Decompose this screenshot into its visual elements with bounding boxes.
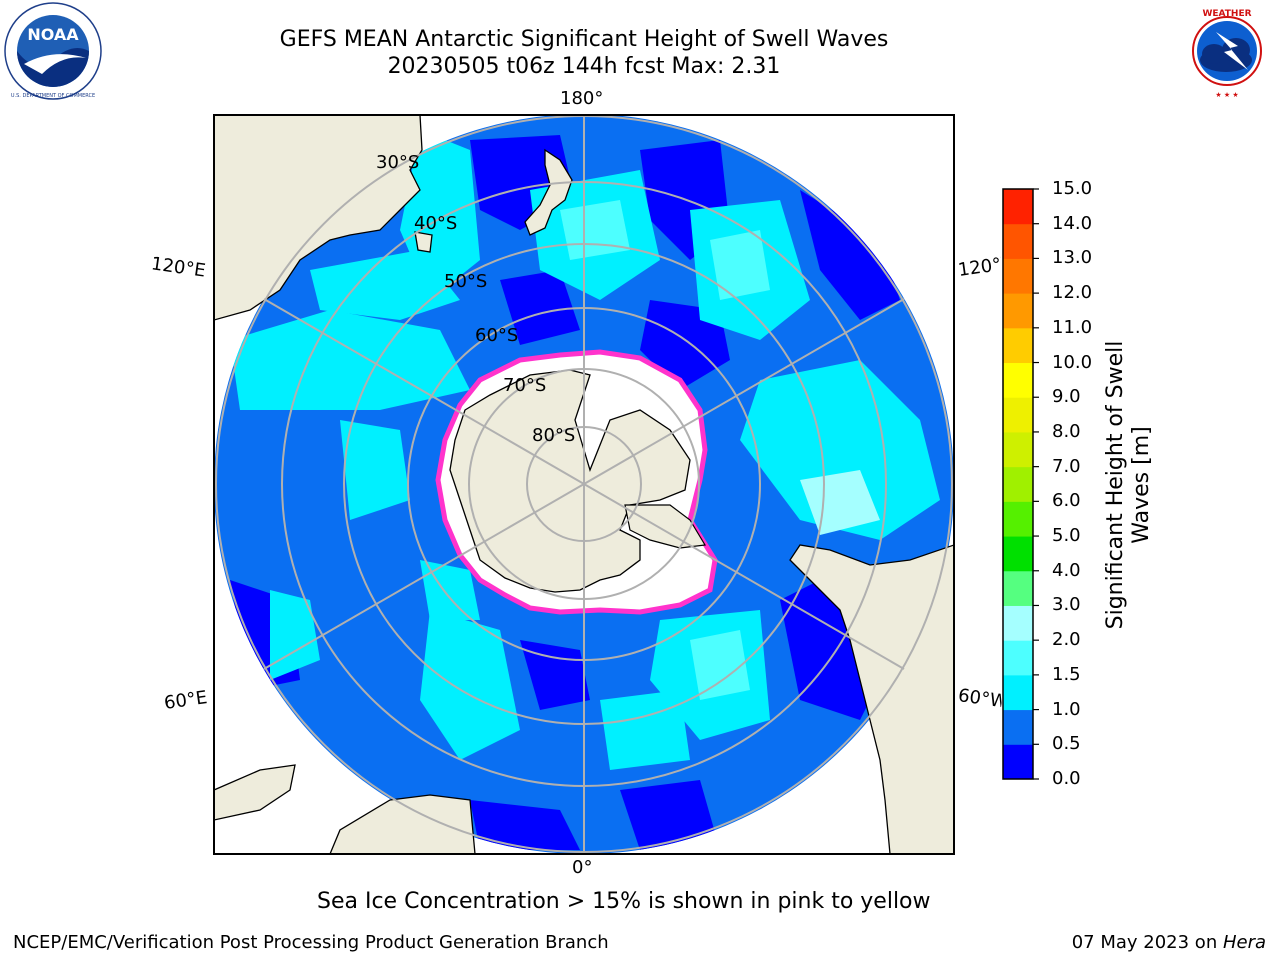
- lat-label-80s: 80°S: [532, 425, 575, 446]
- colorbar-tick-label: 2.0: [1052, 629, 1081, 651]
- colorbar-tick-label: 13.0: [1052, 247, 1093, 269]
- colorbar-tick-label: 10.0: [1052, 351, 1093, 373]
- svg-text:★ ★ ★: ★ ★ ★: [1215, 91, 1238, 99]
- footer-date: 07 May 2023 on Hera: [1071, 932, 1266, 953]
- lat-label-40s: 40°S: [414, 213, 457, 234]
- colorbar-tick-label: 6.0: [1052, 490, 1081, 512]
- lon-label-0: 0°: [572, 857, 593, 878]
- colorbar-tick-label: 12.0: [1052, 282, 1093, 304]
- land-masses: [214, 115, 954, 854]
- svg-text:WEATHER: WEATHER: [1202, 9, 1251, 19]
- colorbar-tick-label: 0.0: [1052, 768, 1081, 789]
- colorbar-tick-label: 0.5: [1052, 733, 1081, 755]
- chart-title: GEFS MEAN Antarctic Significant Height o…: [279, 27, 889, 52]
- colorbar-label: Significant Height of Swell Waves [m]: [1103, 340, 1154, 630]
- graticule: [215, 115, 953, 854]
- colorbar-tick-label: 14.0: [1052, 212, 1093, 234]
- colorbar-tick-label: 4.0: [1052, 559, 1081, 581]
- noaa-logo: NOAA U.S. DEPARTMENT OF COMMERCE: [4, 2, 102, 100]
- map-frame: [213, 114, 955, 855]
- lat-label-70s: 70°S: [503, 375, 546, 396]
- colorbar-tick-label: 9.0: [1052, 386, 1081, 408]
- colorbar-tick-label: 7.0: [1052, 455, 1081, 477]
- colorbar-tick-label: 15.0: [1052, 178, 1093, 199]
- colorbar-tick-label: 1.5: [1052, 663, 1081, 685]
- colorbar-tick-label: 3.0: [1052, 594, 1081, 616]
- lat-label-60s: 60°S: [475, 325, 518, 346]
- colorbar-tick-label: 5.0: [1052, 525, 1081, 547]
- sea-ice-note: Sea Ice Concentration > 15% is shown in …: [317, 889, 931, 914]
- lat-label-30s: 30°S: [376, 152, 419, 173]
- noaa-logo-text: NOAA: [27, 25, 79, 44]
- latitude-labels: 30°S 40°S 50°S 60°S 70°S 80°S: [376, 152, 575, 446]
- footer-credit: NCEP/EMC/Verification Post Processing Pr…: [13, 932, 609, 953]
- chart-subtitle: 20230505 t06z 144h fcst Max: 2.31: [387, 54, 781, 79]
- antarctica: [435, 349, 718, 615]
- nws-logo: WEATHER ★ ★ ★: [1179, 3, 1275, 99]
- svg-text:U.S. DEPARTMENT OF COMMERCE: U.S. DEPARTMENT OF COMMERCE: [11, 93, 95, 99]
- colorbar-tick-label: 8.0: [1052, 420, 1081, 442]
- colorbar-tick-label: 11.0: [1052, 316, 1093, 338]
- lon-label-180: 180°: [560, 88, 604, 109]
- footer-host: Hera: [1222, 932, 1266, 953]
- colorbar-tick-label: 1.0: [1052, 698, 1081, 720]
- lat-label-50s: 50°S: [444, 271, 487, 292]
